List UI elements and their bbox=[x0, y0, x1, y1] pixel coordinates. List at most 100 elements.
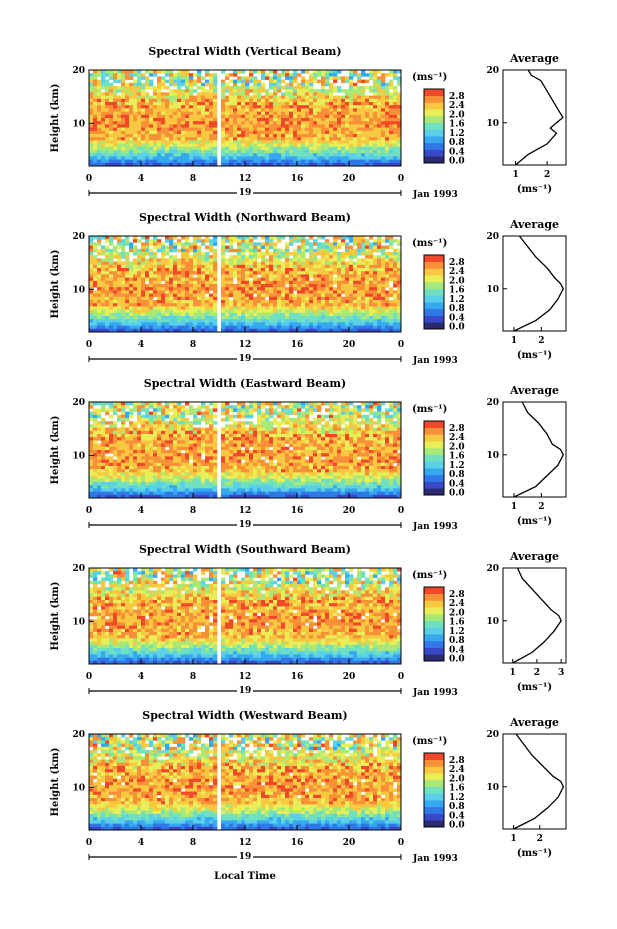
heatmap-cell bbox=[381, 303, 386, 307]
heatmap-cell bbox=[329, 271, 334, 275]
heatmap-cell bbox=[161, 268, 166, 272]
heatmap-cell bbox=[301, 111, 306, 116]
heatmap-cell bbox=[297, 140, 302, 144]
heatmap-cell bbox=[273, 130, 278, 135]
heatmap-cell bbox=[321, 280, 326, 285]
colorbar-band bbox=[424, 308, 444, 316]
heatmap-cell bbox=[281, 92, 286, 96]
heatmap-cell bbox=[201, 95, 206, 100]
heatmap-cell bbox=[293, 105, 298, 109]
heatmap-cell bbox=[93, 150, 98, 154]
heatmap-cell bbox=[389, 274, 394, 278]
heatmap-cell bbox=[197, 427, 202, 432]
heatmap-cell bbox=[157, 102, 162, 106]
heatmap-cell bbox=[165, 108, 170, 112]
heatmap-cell bbox=[345, 76, 350, 80]
heatmap-cell bbox=[261, 159, 266, 164]
heatmap-cell bbox=[213, 137, 218, 141]
heatmap-cell bbox=[121, 274, 126, 278]
heatmap-cell bbox=[161, 277, 166, 282]
heatmap-cell bbox=[157, 143, 162, 148]
heatmap-cell bbox=[325, 424, 330, 428]
heatmap-cell bbox=[97, 271, 102, 275]
colorbar-band bbox=[424, 89, 444, 97]
heatmap-cell bbox=[245, 264, 250, 269]
heatmap-cell bbox=[313, 239, 318, 243]
heatmap-cell bbox=[397, 108, 402, 112]
heatmap-cell bbox=[249, 114, 254, 119]
heatmap-cell bbox=[241, 130, 246, 135]
heatmap-cell bbox=[245, 325, 250, 330]
heatmap-cell bbox=[317, 130, 322, 135]
heatmap-cell bbox=[201, 328, 206, 333]
heatmap-cell bbox=[365, 306, 370, 310]
heatmap-cell bbox=[389, 162, 394, 167]
heatmap-cell bbox=[113, 111, 118, 116]
heatmap-cell bbox=[129, 140, 134, 144]
heatmap-cell bbox=[381, 153, 386, 157]
heatmap-cell bbox=[197, 316, 202, 320]
heatmap-cell bbox=[277, 130, 282, 135]
heatmap-cell bbox=[329, 316, 334, 320]
heatmap-cell bbox=[301, 258, 306, 262]
heatmap-cell bbox=[353, 98, 358, 103]
heatmap-cell bbox=[365, 239, 370, 243]
heatmap-cell bbox=[273, 300, 278, 304]
heatmap-cell bbox=[189, 293, 194, 298]
heatmap-cell bbox=[141, 300, 146, 304]
heatmap-cell bbox=[345, 300, 350, 304]
heatmap-cell bbox=[297, 418, 302, 422]
heatmap-cell bbox=[377, 124, 382, 128]
colorbar-unit: (ms⁻¹) bbox=[412, 72, 447, 83]
heatmap-cell bbox=[129, 102, 134, 106]
heatmap-cell bbox=[169, 293, 174, 298]
heatmap-cell bbox=[309, 236, 314, 240]
heatmap-cell bbox=[393, 108, 398, 112]
heatmap-cell bbox=[209, 114, 214, 119]
heatmap-cell bbox=[133, 162, 138, 167]
heatmap-cell bbox=[177, 418, 182, 422]
heatmap-cell bbox=[345, 95, 350, 100]
heatmap-cell bbox=[225, 402, 230, 406]
heatmap-cell bbox=[237, 98, 242, 103]
heatmap-cell bbox=[109, 242, 114, 246]
heatmap-cell bbox=[265, 309, 270, 314]
heatmap-cell bbox=[201, 405, 206, 409]
heatmap-cell bbox=[293, 408, 298, 412]
heatmap-cell bbox=[153, 264, 158, 269]
heatmap-cell bbox=[397, 105, 402, 109]
heatmap-cell bbox=[281, 277, 286, 282]
heatmap-cell bbox=[349, 316, 354, 320]
heatmap-cell bbox=[205, 296, 210, 301]
heatmap-cell bbox=[177, 137, 182, 141]
heatmap-cell bbox=[205, 252, 210, 256]
heatmap-cell bbox=[153, 258, 158, 262]
heatmap-cell bbox=[249, 156, 254, 160]
heatmap-cell bbox=[337, 111, 342, 116]
heatmap-cell bbox=[113, 124, 118, 128]
heatmap-cell bbox=[181, 140, 186, 144]
heatmap-cell bbox=[365, 296, 370, 301]
heatmap-cell bbox=[161, 296, 166, 301]
heatmap-cell bbox=[209, 108, 214, 112]
heatmap-cell bbox=[201, 277, 206, 282]
heatmap-cell bbox=[209, 293, 214, 298]
heatmap-cell bbox=[209, 150, 214, 154]
heatmap-cell bbox=[245, 290, 250, 294]
heatmap-cell bbox=[205, 108, 210, 112]
heatmap-cell bbox=[105, 86, 110, 90]
heatmap-cell bbox=[97, 319, 102, 323]
heatmap-cell bbox=[365, 105, 370, 109]
heatmap-cell bbox=[153, 111, 158, 116]
heatmap-cell bbox=[353, 111, 358, 116]
heatmap-cell bbox=[149, 82, 154, 87]
heatmap-cell bbox=[293, 402, 298, 406]
heatmap-cell bbox=[269, 421, 274, 425]
heatmap-cell bbox=[325, 118, 330, 122]
heatmap-cell bbox=[169, 245, 174, 250]
heatmap-cell bbox=[197, 102, 202, 106]
heatmap-cell bbox=[117, 150, 122, 154]
heatmap-cell bbox=[177, 89, 182, 93]
heatmap-cell bbox=[265, 124, 270, 128]
heatmap-cell bbox=[97, 130, 102, 135]
